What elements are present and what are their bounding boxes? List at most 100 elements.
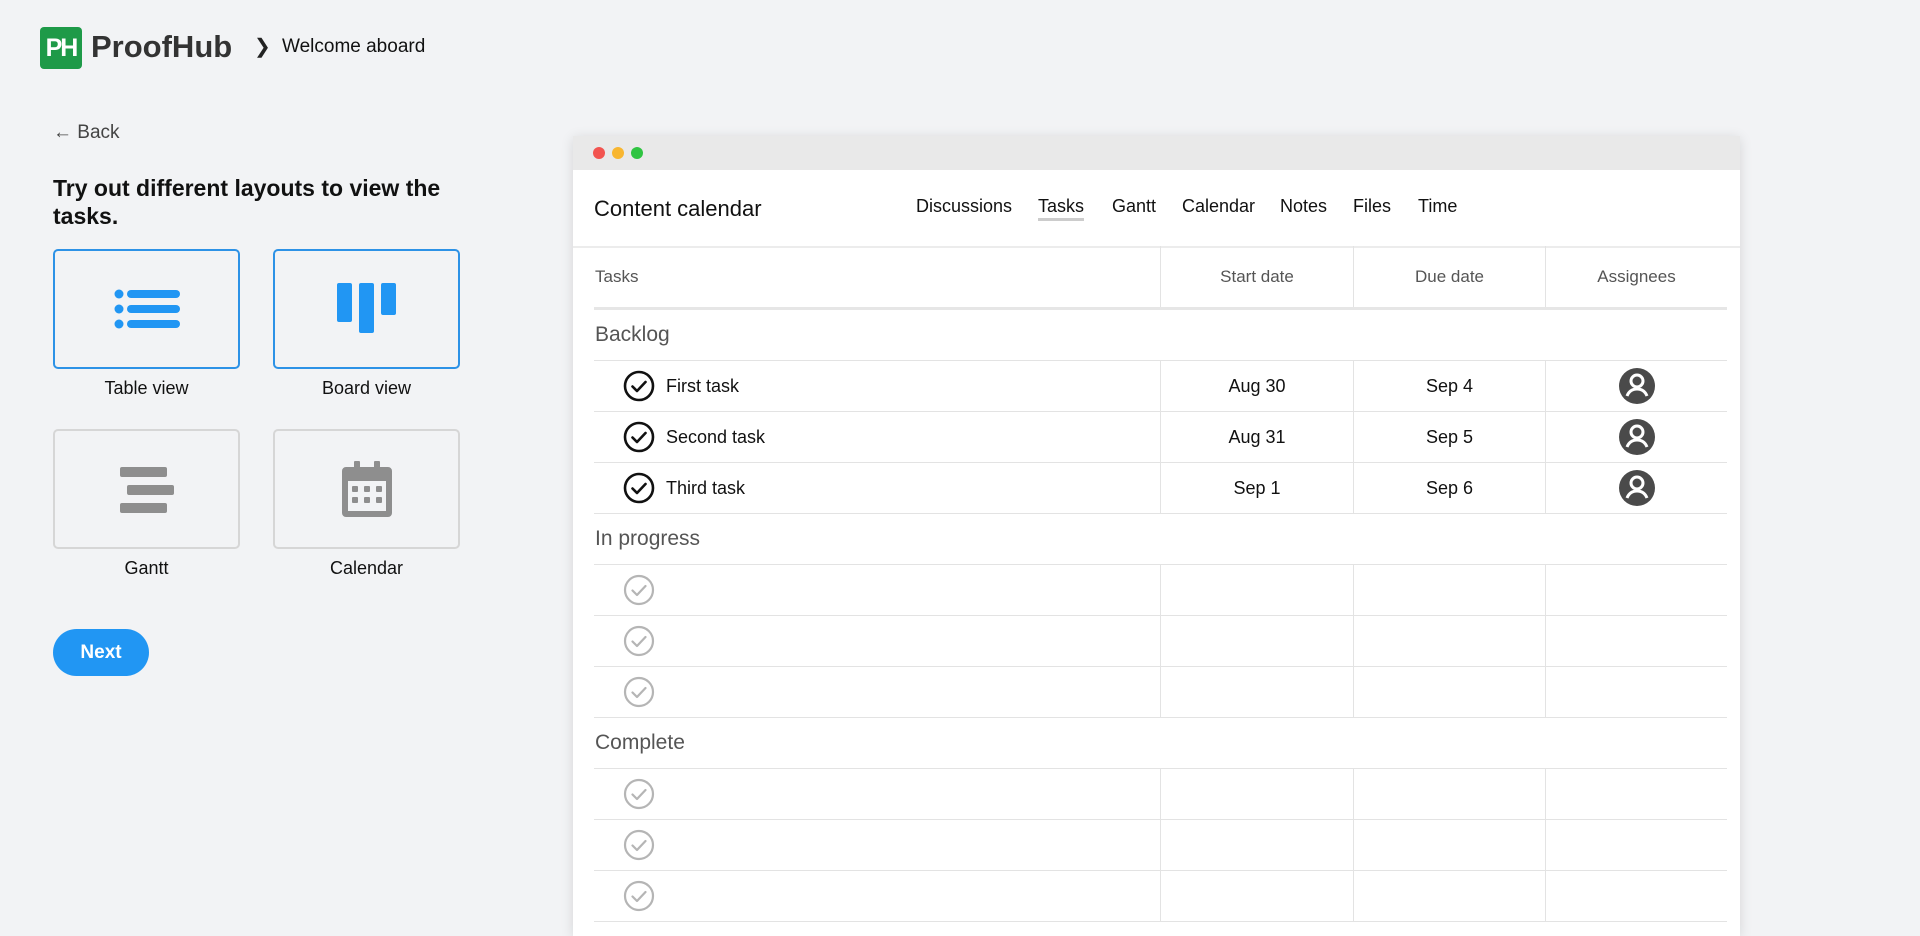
breadcrumb: Welcome aboard [282,36,426,57]
assignee-cell [1545,871,1727,921]
group-header: Complete [594,718,1727,769]
task-check-icon[interactable] [623,778,655,810]
column-header: Start date [1160,246,1353,307]
table-row[interactable] [594,616,1727,667]
assignee-cell [1545,412,1727,462]
assignee-cell [1545,463,1727,513]
back-button[interactable]: ← Back [53,122,120,144]
table-row[interactable]: Third task Sep 1 Sep 6 [594,463,1727,514]
group-header: In progress [594,514,1727,565]
chevron-right-icon: ❯ [254,36,271,58]
task-cell: Second task [594,412,1160,462]
due-date [1353,667,1545,717]
task-table: Tasks Start date Due date Assignees Back… [594,246,1727,922]
next-button[interactable]: Next [53,629,149,676]
task-cell [594,820,1160,870]
assignee-cell [1545,361,1727,411]
list-icon [114,289,180,329]
layout-label: Calendar [329,558,404,578]
proofhub-logo[interactable]: PH [40,27,82,69]
tab-notes[interactable]: Notes [1280,196,1328,216]
arrow-left-icon: ← [53,122,72,143]
divider [573,246,1740,248]
task-check-icon[interactable] [623,880,655,912]
table-row[interactable] [594,565,1727,616]
tab-discussions[interactable]: Discussions [916,196,1013,216]
task-name[interactable]: Third task [666,477,746,498]
due-date: Sep 5 [1353,412,1545,462]
tab-files[interactable]: Files [1353,196,1392,216]
start-date: Aug 30 [1160,361,1353,411]
due-date [1353,565,1545,615]
layout-calendar[interactable] [273,429,460,549]
layout-gantt[interactable] [53,429,240,549]
layout-table-view[interactable] [53,249,240,369]
brand-name: ProofHub [91,29,233,64]
close-dot-icon [593,147,605,159]
due-date [1353,769,1545,819]
avatar-icon[interactable] [1618,418,1656,456]
avatar-icon[interactable] [1618,469,1656,507]
column-header: Due date [1353,246,1545,307]
table-row[interactable] [594,667,1727,718]
layout-board-view[interactable] [273,249,460,369]
task-check-icon[interactable] [623,370,655,402]
task-cell [594,667,1160,717]
group-header: Backlog [594,310,1727,361]
task-check-icon[interactable] [623,625,655,657]
start-date: Aug 31 [1160,412,1353,462]
maximize-dot-icon [631,147,643,159]
assignee-cell [1545,820,1727,870]
start-date: Sep 1 [1160,463,1353,513]
avatar-icon[interactable] [1618,367,1656,405]
task-cell: First task [594,361,1160,411]
table-row[interactable] [594,769,1727,820]
table-row[interactable]: First task Aug 30 Sep 4 [594,361,1727,412]
task-cell [594,871,1160,921]
assignee-cell [1545,616,1727,666]
layout-label: Table view [104,378,189,398]
task-name[interactable]: Second task [666,426,766,447]
start-date [1160,871,1353,921]
start-date [1160,667,1353,717]
page-title: Try out different layouts to view the ta… [53,175,441,229]
task-check-icon[interactable] [623,472,655,504]
assignee-cell [1545,565,1727,615]
table-row[interactable] [594,820,1727,871]
start-date [1160,616,1353,666]
assignee-cell [1545,667,1727,717]
task-check-icon[interactable] [623,829,655,861]
tab-calendar[interactable]: Calendar [1182,196,1256,216]
column-header: Tasks [595,266,639,286]
back-label: Back [77,122,120,143]
assignee-cell [1545,769,1727,819]
gantt-icon [119,467,174,513]
window-titlebar [573,136,1740,170]
project-title: Content calendar [594,196,762,221]
task-cell [594,769,1160,819]
minimize-dot-icon [612,147,624,159]
due-date [1353,871,1545,921]
due-date [1353,820,1545,870]
preview-window: Content calendar Discussions Tasks Gantt Ca… [573,136,1740,936]
layout-label: Gantt [124,558,169,578]
start-date [1160,769,1353,819]
task-cell: Third task [594,463,1160,513]
board-icon [336,283,396,333]
layout-label: Board view [321,378,412,398]
start-date [1160,565,1353,615]
due-date: Sep 4 [1353,361,1545,411]
table-row[interactable]: Second task Aug 31 Sep 5 [594,412,1727,463]
task-name[interactable]: First task [666,375,740,396]
tab-tasks[interactable]: Tasks [1038,196,1085,221]
task-cell [594,565,1160,615]
tab-gantt[interactable]: Gantt [1112,196,1157,216]
task-check-icon[interactable] [623,574,655,606]
task-check-icon[interactable] [623,421,655,453]
calendar-icon [341,461,392,517]
table-header: Tasks Start date Due date Assignees [594,246,1727,310]
due-date: Sep 6 [1353,463,1545,513]
task-check-icon[interactable] [623,676,655,708]
tab-time[interactable]: Time [1418,196,1458,216]
due-date [1353,616,1545,666]
